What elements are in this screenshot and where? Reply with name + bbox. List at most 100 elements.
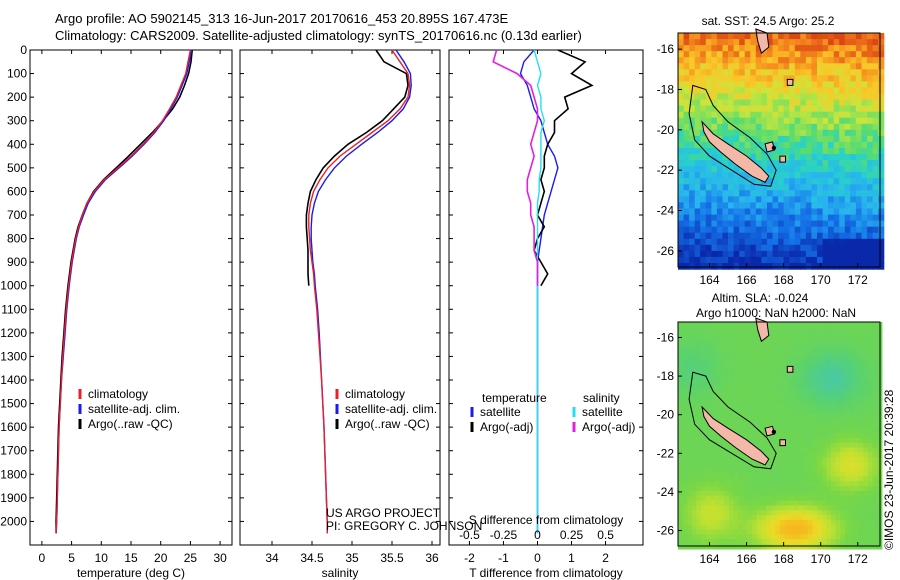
map-cell <box>700 57 707 64</box>
map-cell <box>689 33 696 40</box>
map-cell <box>716 190 724 197</box>
map-cell <box>739 57 746 64</box>
map-cell <box>839 87 846 95</box>
map-cell <box>863 476 869 482</box>
x-tick-label: 172 <box>848 273 868 287</box>
map-cell <box>750 57 757 64</box>
map-cell <box>775 505 781 511</box>
map-cell <box>779 365 786 371</box>
map-cell <box>711 172 718 179</box>
map-cell <box>756 437 762 444</box>
map-cell <box>689 160 696 167</box>
map-cell <box>716 63 724 70</box>
map-cell <box>775 384 781 391</box>
map-cell <box>724 442 730 449</box>
map-cell <box>724 394 730 400</box>
map-cell <box>812 495 818 502</box>
map-cell <box>729 351 735 357</box>
map-cell <box>861 154 868 161</box>
map-cell <box>775 500 781 506</box>
map-cell <box>705 529 711 535</box>
map-cell <box>689 244 696 252</box>
y-tick-label: 1000 <box>0 279 27 293</box>
map-cell <box>783 99 790 107</box>
map-cell <box>724 544 730 550</box>
map-cell <box>750 178 757 185</box>
map-cell <box>861 232 868 240</box>
map-cell <box>701 379 707 386</box>
map-cell <box>835 447 841 453</box>
map-cell <box>729 534 735 540</box>
map-cell <box>844 452 850 458</box>
map-cell <box>822 81 829 89</box>
map-cell <box>844 214 851 222</box>
map-cell <box>729 529 735 535</box>
map-cell <box>830 336 837 342</box>
map-cell <box>822 69 829 76</box>
map-cell <box>767 117 774 125</box>
map-cell <box>850 196 857 204</box>
map-cell <box>750 232 757 240</box>
map-cell <box>738 505 744 511</box>
map-cell <box>803 505 809 511</box>
map-cell <box>711 105 718 113</box>
map-cell <box>826 491 832 497</box>
map-cell <box>844 544 850 550</box>
map-cell <box>858 379 864 386</box>
map-cell <box>755 141 762 149</box>
map-cell <box>872 539 878 545</box>
map-cell <box>766 389 772 395</box>
map-cell <box>778 117 785 125</box>
map-cell <box>844 105 851 113</box>
map-cell <box>766 351 772 357</box>
sla-map-subtitle: Argo h1000: NaN h2000: NaN <box>696 306 856 320</box>
map-cell <box>701 524 707 531</box>
map-cell <box>733 141 740 149</box>
map-cell <box>750 148 757 155</box>
map-cell <box>696 384 702 391</box>
map-cell <box>694 39 701 46</box>
map-cell <box>807 442 813 449</box>
map-cell <box>803 481 809 487</box>
map-cell <box>722 111 729 119</box>
map-cell <box>839 214 846 222</box>
map-cell <box>739 178 746 185</box>
map-cell <box>807 515 813 521</box>
map-cell <box>793 544 799 550</box>
map-cell <box>861 178 868 185</box>
map-cell <box>789 39 796 46</box>
map-cell <box>728 75 735 83</box>
map-cell <box>789 190 796 197</box>
map-cell <box>694 33 701 40</box>
map-cell <box>872 232 879 240</box>
map-cell <box>878 208 885 216</box>
map-cell <box>691 355 698 362</box>
map-cell <box>683 141 690 149</box>
map-cell <box>691 341 698 347</box>
map-cell <box>724 360 730 366</box>
x-tick-label: 30 <box>213 551 227 565</box>
map-cell <box>739 33 746 40</box>
map-cell <box>678 519 684 526</box>
map-cell <box>756 495 762 502</box>
map-cell <box>739 141 746 149</box>
map-cell <box>744 135 751 143</box>
map-cell <box>766 355 772 362</box>
map-cell <box>683 244 690 252</box>
map-cell <box>779 355 786 362</box>
map-cell <box>678 244 685 252</box>
map-cell <box>779 529 786 535</box>
map-cell <box>861 87 868 95</box>
map-cell <box>756 510 762 516</box>
x-tick-label: 0 <box>39 551 46 565</box>
map-cell <box>812 360 818 366</box>
map-cell <box>767 105 774 113</box>
map-cell <box>778 69 785 76</box>
map-cell <box>728 160 735 167</box>
map-cell <box>822 263 829 270</box>
map-cell <box>784 433 790 439</box>
map-cell <box>844 457 850 463</box>
map-cell <box>867 238 874 246</box>
map-cell <box>701 466 707 473</box>
map-cell <box>722 135 729 143</box>
